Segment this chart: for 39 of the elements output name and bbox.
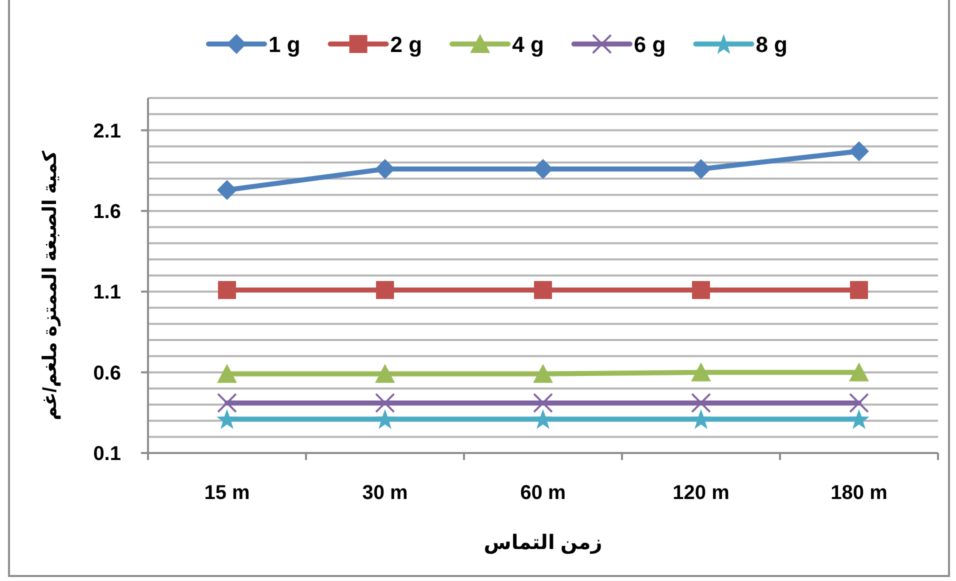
point	[533, 364, 553, 383]
x-tick-label: 60 m	[520, 482, 566, 504]
point	[691, 362, 711, 382]
point	[375, 364, 395, 383]
point	[375, 392, 395, 413]
point	[376, 281, 394, 300]
point	[690, 409, 712, 430]
point	[217, 392, 237, 413]
point	[374, 409, 396, 430]
point	[218, 281, 236, 300]
y-tick-label: 0.1	[93, 443, 121, 465]
point	[849, 362, 869, 382]
x-axis-title: زمن التماس	[484, 532, 602, 554]
point	[217, 364, 237, 383]
legend-label: 6 g	[634, 32, 666, 57]
y-tick-label: 1.1	[93, 282, 121, 304]
legend-label: 1 g	[268, 32, 300, 57]
x-tick-label: 15 m	[204, 482, 250, 504]
legend-label: 2 g	[390, 32, 422, 57]
point	[534, 281, 552, 300]
point	[849, 392, 869, 413]
y-tick-label: 1.6	[93, 200, 121, 223]
point	[692, 281, 710, 300]
legend-label: 4 g	[512, 32, 544, 57]
legend-label: 8 g	[756, 32, 788, 57]
y-tick-label: 0.6	[93, 362, 121, 384]
point	[850, 281, 868, 300]
point	[848, 409, 870, 430]
x-tick-label: 180 m	[830, 482, 888, 504]
y-tick-label: 2.1	[93, 120, 121, 142]
point	[849, 141, 869, 162]
x-tick-label: 120 m	[672, 482, 730, 504]
point	[217, 180, 237, 200]
point	[533, 392, 553, 413]
point	[216, 409, 238, 430]
point	[691, 392, 711, 413]
y-axis-title: كمية الصبغة الممتزة ملغم/غم	[40, 150, 61, 420]
x-tick-label: 30 m	[362, 482, 408, 504]
point	[532, 409, 554, 430]
